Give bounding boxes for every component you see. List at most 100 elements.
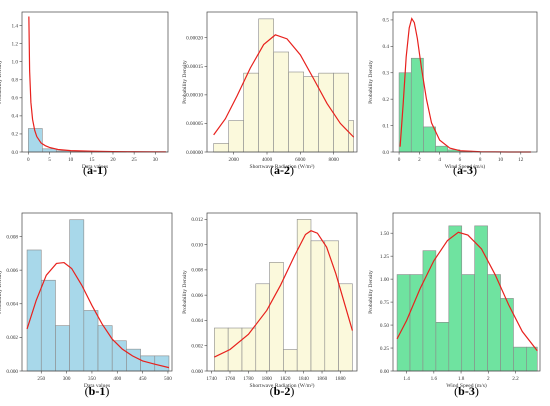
panel-caption-number: -1	[93, 163, 103, 177]
y-tick-label: 0.008	[191, 268, 203, 274]
y-tick-label: 0.006	[6, 268, 18, 274]
x-tick-label: 2	[487, 376, 490, 382]
histogram-bar	[228, 120, 244, 153]
histogram-bar	[40, 279, 56, 372]
panel-caption-number: -2	[280, 384, 291, 398]
chart-b-1: 250 300 350 400 450 500 0.000 0.002 0.004 0.006 0.…	[0, 212, 173, 389]
plot-frame	[392, 212, 541, 372]
y-tick-label: 0.000	[6, 369, 18, 375]
y-tick-label: 0.00000	[186, 150, 203, 156]
histogram-bar	[154, 355, 170, 372]
histogram-bar	[318, 72, 334, 153]
x-tick-label: 2	[418, 157, 421, 163]
y-tick-label: 1.00	[380, 277, 389, 283]
histogram-bar	[474, 225, 488, 372]
y-tick-label: 0.002	[6, 335, 18, 341]
y-tick-label: 0.4	[12, 114, 19, 120]
y-tick-label: 0.008	[6, 234, 18, 240]
histogram-bar	[243, 72, 259, 153]
x-tick-label: 15	[89, 157, 95, 163]
x-tick-label: 12	[518, 157, 524, 163]
plot-frame	[21, 212, 173, 372]
panel-caption-a-2: (a-2)	[270, 163, 294, 177]
x-tick-label: 0	[398, 157, 401, 163]
x-tick-label: 300	[63, 376, 71, 382]
y-tick-label: 0.50	[380, 323, 389, 329]
x-axis-label: Wind Speed (m/s)	[446, 382, 487, 389]
y-tick-label: 0.00005	[186, 121, 203, 127]
plot-frame	[206, 212, 358, 372]
y-tick-label: 0.75	[380, 300, 389, 306]
histogram-bar	[214, 327, 229, 372]
chart-a-2: 2000 4000 6000 8000 0.00000 0.00005 0.00010 0.0…	[182, 11, 358, 170]
x-tick-label: 1.8	[458, 376, 465, 382]
x-tick-label: 1.6	[431, 376, 438, 382]
y-tick-label: 0.002	[191, 344, 203, 350]
y-tick-label: 0.004	[191, 318, 203, 324]
plot-frame	[21, 11, 169, 153]
x-tick-label: 10	[498, 157, 504, 163]
histogram-bar	[97, 325, 113, 372]
x-tick-label: 1760	[225, 376, 236, 382]
y-tick-label: 0.3	[383, 71, 390, 77]
chart-b-3: 1.4 1.6 1.8 2 2.2 0.00 0.25 0.50 0.75 1.00 1.25 1.5…	[368, 212, 541, 389]
histogram-bar	[296, 219, 312, 372]
x-tick-label: 1780	[243, 376, 254, 382]
density-curve	[213, 34, 355, 138]
plot-frame	[392, 11, 538, 153]
histogram-bar	[435, 145, 449, 153]
panel-caption-a-3: (a-3)	[453, 163, 477, 177]
plot-frame	[206, 11, 358, 153]
x-axis-label: Shortwave Radiation (W/m²)	[249, 382, 314, 389]
x-tick-label: 8000	[328, 157, 339, 163]
x-tick-label: 500	[164, 376, 172, 382]
histogram-bar	[255, 283, 270, 372]
y-axis-label: Probability Density	[368, 270, 374, 314]
histogram-bar	[69, 219, 85, 372]
x-tick-label: 2.2	[512, 376, 519, 382]
x-tick-label: 400	[113, 376, 121, 382]
x-tick-label: 1860	[317, 376, 328, 382]
panel-caption-letter: a	[457, 163, 463, 177]
x-tick-label: 1840	[298, 376, 309, 382]
density-curve	[399, 17, 531, 153]
histogram-bar	[283, 349, 298, 372]
x-tick-label: 20	[110, 157, 116, 163]
y-tick-label: 0.00015	[186, 64, 203, 70]
histogram-bar	[273, 51, 289, 153]
histogram-bar	[461, 274, 475, 372]
x-tick-label: 350	[88, 376, 96, 382]
density-curve	[396, 231, 538, 352]
histogram-bar	[55, 325, 70, 372]
y-axis-label: Probability Density	[0, 270, 3, 314]
y-axis-label: Probability Density	[368, 60, 374, 104]
histogram-bar	[526, 346, 538, 372]
y-tick-label: 0.010	[191, 242, 203, 248]
y-axis-label: Probability Density	[182, 60, 188, 104]
y-tick-label: 1.50	[380, 231, 389, 237]
x-tick-label: 4000	[262, 157, 273, 163]
histogram-bar	[288, 71, 304, 153]
y-tick-label: 1.4	[12, 23, 19, 29]
y-tick-label: 0.1	[383, 123, 390, 129]
histogram-bar	[513, 346, 527, 372]
panel-caption-number: -2	[280, 163, 290, 177]
panel-caption-a-1: (a-1)	[83, 163, 107, 177]
density-curve	[26, 261, 170, 369]
y-tick-label: 0.0	[383, 150, 390, 156]
x-tick-label: 0	[27, 157, 30, 163]
x-tick-label: 30	[153, 157, 159, 163]
x-axis-label: Wind Speed (m/s)	[445, 163, 486, 170]
y-tick-label: 0.4	[383, 44, 390, 50]
histogram-bar	[333, 72, 349, 153]
histogram-bar	[396, 274, 411, 372]
y-tick-label: 1.2	[12, 41, 19, 47]
panel-caption-letter: b	[273, 384, 281, 398]
x-tick-label: 5	[48, 157, 51, 163]
x-axis-label: Data values	[82, 164, 108, 170]
histogram-bar	[42, 148, 57, 153]
x-tick-label: 1880	[335, 376, 346, 382]
x-axis-label: Shortwave Radiation (W/m²)	[249, 163, 314, 170]
y-tick-label: 0.2	[12, 132, 19, 138]
